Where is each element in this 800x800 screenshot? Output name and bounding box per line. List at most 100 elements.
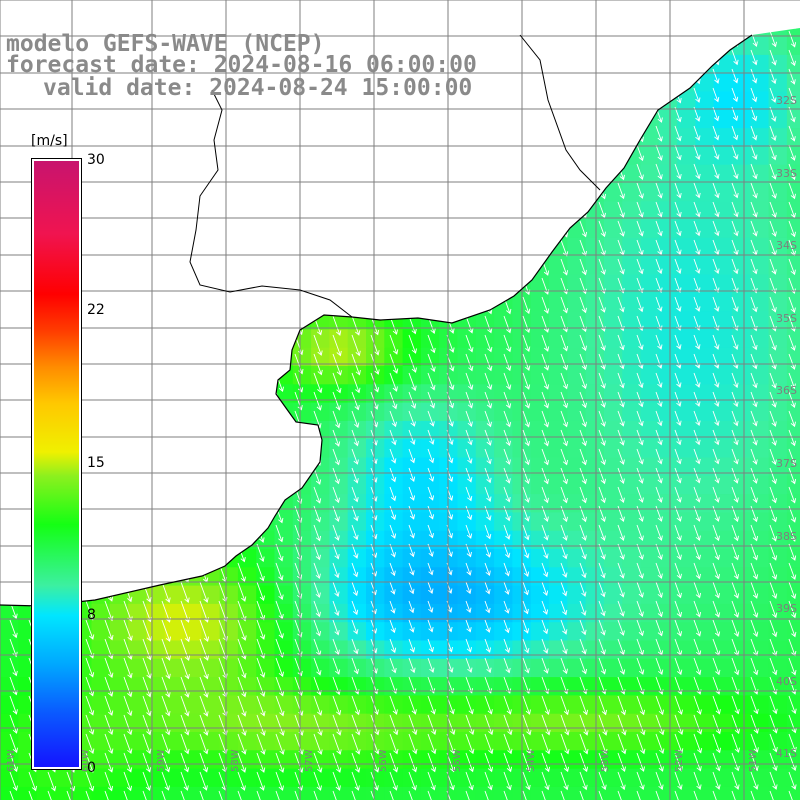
wind-arrow [560, 410, 569, 428]
wind-cell [36, 786, 56, 800]
wind-cell [677, 439, 696, 459]
wind-cell [732, 164, 751, 184]
wind-arrow [636, 68, 645, 86]
wind-cell [713, 457, 733, 477]
wind-arrow [9, 334, 18, 353]
wind-arrow [788, 334, 796, 351]
wind-arrow [484, 524, 492, 540]
wind-arrow [788, 429, 796, 447]
model-title: modelo GEFS-WAVE (NCEP) [6, 31, 325, 57]
wind-arrow [693, 410, 701, 427]
wind-arrow [769, 372, 777, 389]
wind-cell [402, 786, 422, 800]
wind-arrow [389, 733, 399, 755]
wind-arrow [332, 733, 342, 755]
wind-arrow [598, 619, 606, 636]
wind-cell [347, 475, 367, 495]
wind-cell [366, 329, 385, 349]
wind-cell [439, 603, 459, 623]
wind-cell [439, 677, 459, 696]
wind-arrow [237, 277, 246, 296]
wind-arrow [123, 733, 133, 755]
wind-arrow [142, 68, 151, 87]
wind-arrow [712, 543, 720, 561]
wind-arrow [788, 448, 796, 466]
wind-arrow [9, 733, 18, 754]
colorbar-tick: 30 [87, 152, 105, 168]
wind-arrow [142, 296, 151, 315]
wind-arrow [123, 486, 132, 505]
wind-arrow [256, 182, 265, 201]
wind-arrow [731, 182, 739, 199]
wind-arrow [351, 486, 359, 503]
wind-arrow [579, 486, 587, 504]
wind-cell [549, 530, 568, 550]
wind-arrow [313, 429, 322, 448]
wind-cell [329, 439, 349, 459]
wind-arrow [161, 695, 171, 717]
wind-arrow [598, 125, 607, 143]
wind-arrow [313, 467, 322, 485]
wind-arrow [617, 201, 625, 219]
wind-cell [530, 384, 550, 404]
wind-cell [732, 292, 751, 312]
wind-cell [109, 622, 129, 642]
wind-arrow [389, 163, 398, 182]
wind-cell [109, 768, 129, 788]
wind-cell [366, 420, 385, 440]
wind-arrow [503, 68, 512, 87]
wind-arrow [636, 163, 644, 181]
wind-cell [201, 713, 221, 733]
wind-arrow [275, 448, 284, 467]
wind-arrow [142, 695, 152, 717]
wind-arrow [712, 448, 720, 465]
wind-arrow [674, 220, 682, 237]
wind-cell [640, 256, 660, 276]
wind-arrow [123, 771, 133, 792]
wind-arrow [408, 49, 417, 68]
wind-arrow [674, 695, 683, 715]
wind-cell [585, 786, 605, 800]
wind-arrow [617, 581, 625, 598]
wind-arrow [731, 277, 739, 294]
wind-arrow [484, 201, 493, 220]
wind-arrow [598, 410, 606, 427]
wind-arrow [408, 505, 416, 520]
wind-arrow [123, 448, 132, 467]
wind-cell [677, 475, 696, 495]
wind-arrow [180, 467, 189, 486]
wind-cell [0, 658, 19, 678]
wind-arrow [427, 372, 436, 391]
wind-arrow [9, 790, 14, 800]
wind-arrow [256, 220, 265, 239]
wind-arrow [408, 201, 417, 220]
wind-cell [420, 603, 440, 623]
wind-arrow [617, 11, 626, 30]
wind-arrow [408, 87, 417, 106]
wind-arrow [788, 220, 796, 238]
wind-arrow [408, 163, 417, 182]
wind-arrow [636, 49, 645, 67]
wind-arrow [693, 524, 701, 542]
wind-arrow [237, 695, 247, 717]
wind-arrow [579, 87, 588, 106]
wind-arrow [712, 524, 720, 542]
wind-cell [311, 585, 330, 605]
wind-arrow [522, 49, 531, 68]
wind-arrow [104, 68, 113, 87]
wind-arrow [579, 11, 588, 30]
wind-arrow [313, 49, 322, 68]
wind-arrow [769, 296, 777, 313]
wind-arrow [788, 125, 796, 142]
wind-arrow [180, 182, 189, 201]
wind-arrow [123, 657, 133, 679]
wind-arrow [484, 106, 493, 125]
wind-arrow [503, 752, 513, 773]
wind-arrow [731, 790, 736, 800]
wind-arrow [427, 182, 436, 201]
wind-cell [494, 347, 513, 367]
wind-arrow [199, 695, 209, 717]
wind-cell [366, 585, 385, 605]
wind-arrow [750, 182, 758, 199]
wind-arrow [465, 714, 475, 736]
